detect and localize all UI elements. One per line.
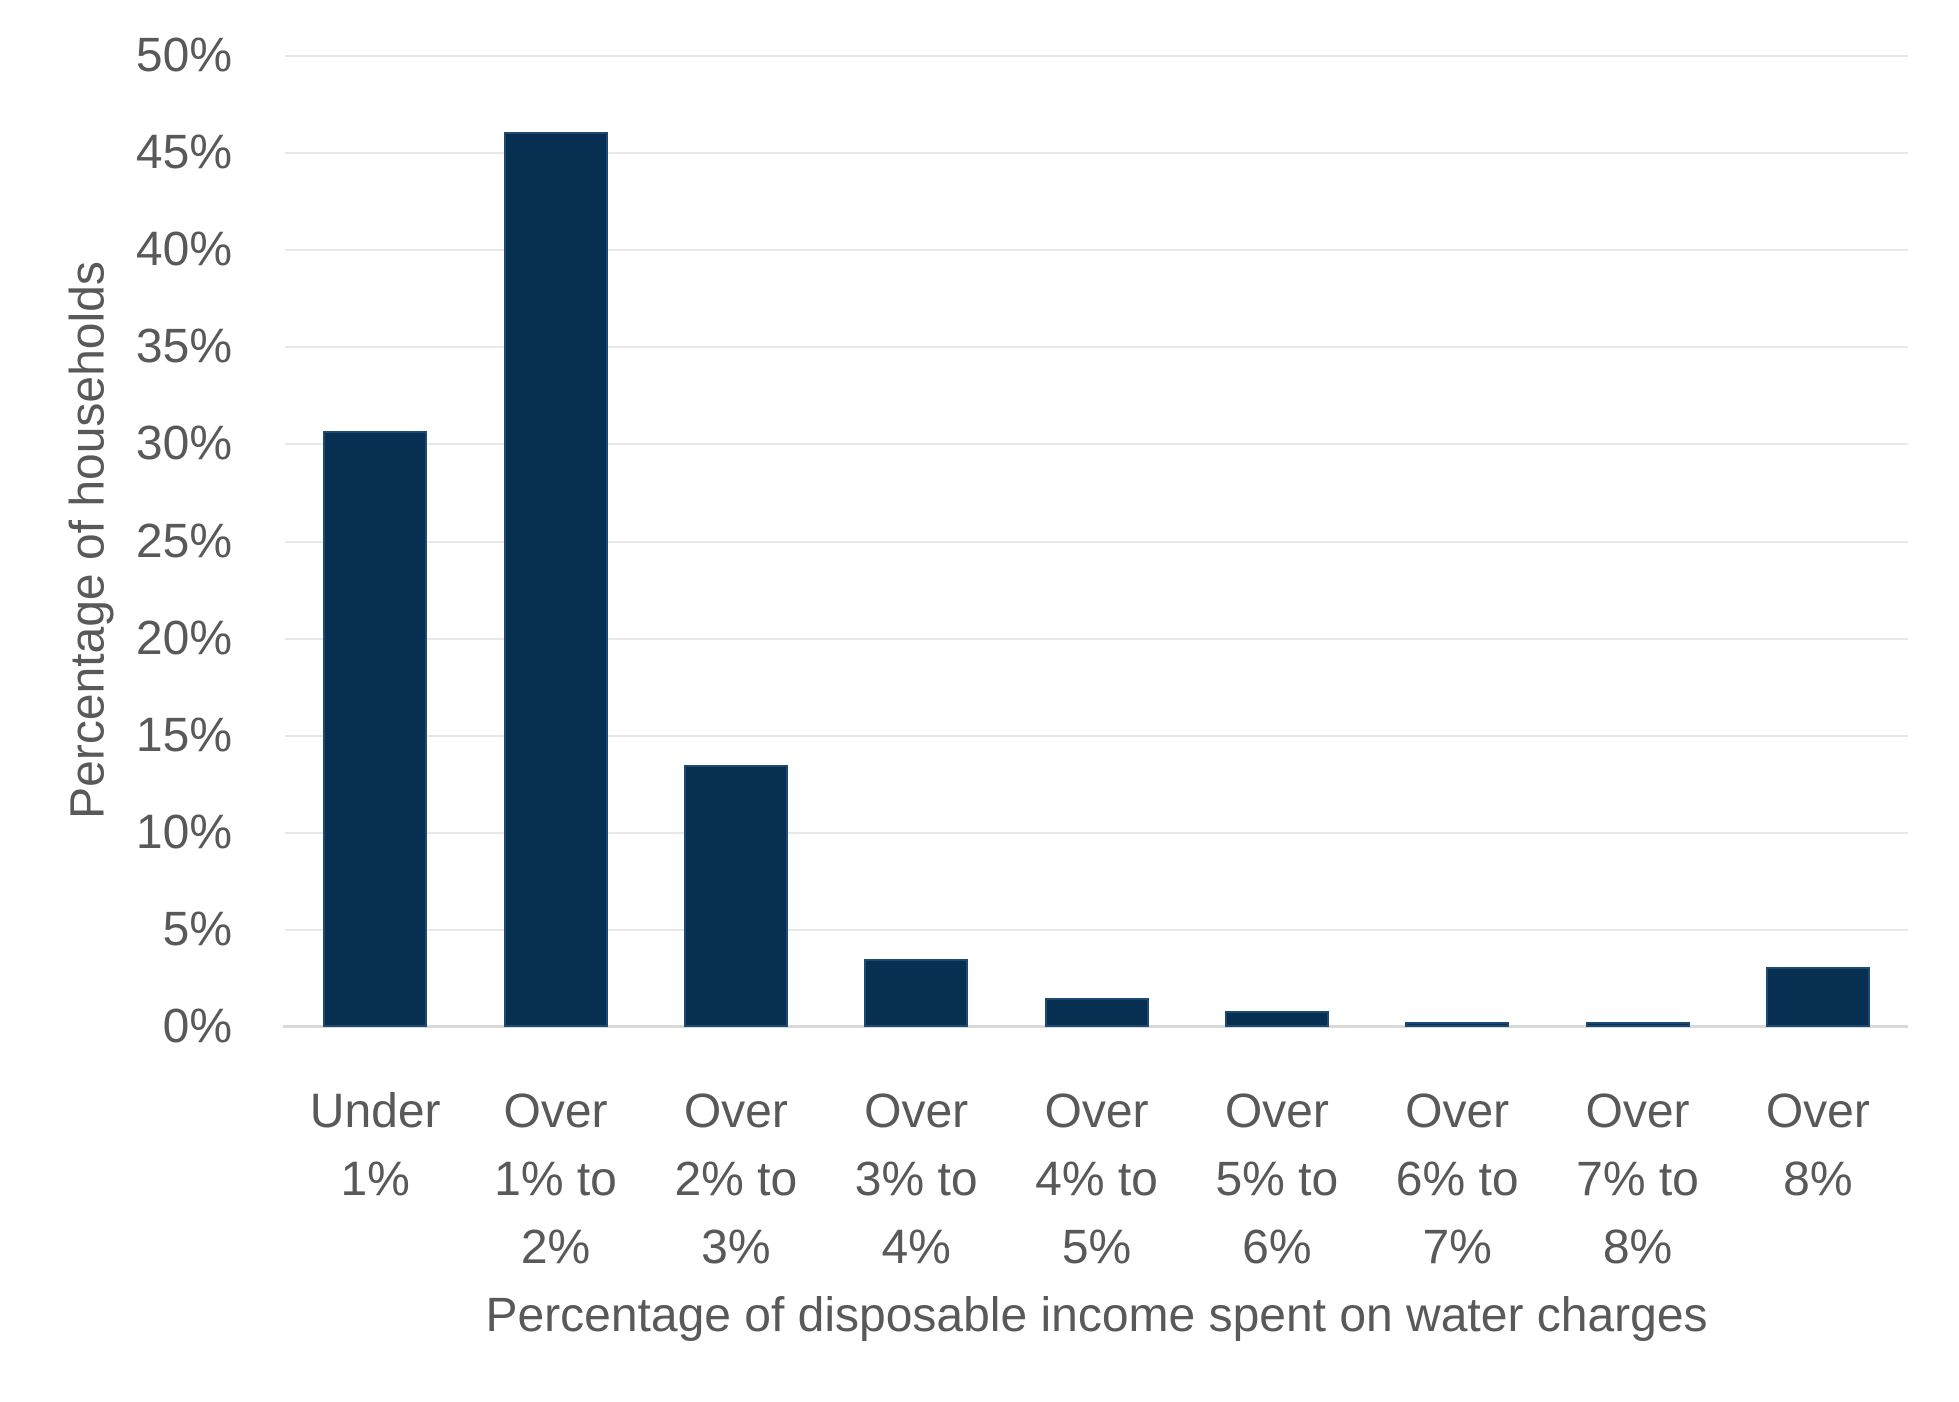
- bar-6: [1224, 1011, 1329, 1027]
- bar-3: [683, 764, 788, 1027]
- gridline-25%: [285, 540, 1908, 543]
- gridline-35%: [285, 346, 1908, 349]
- x-tick-label-9: Over 8%: [1765, 1085, 1870, 1206]
- gridline-45%: [285, 152, 1908, 155]
- y-tick-label-0%: 0%: [162, 1000, 232, 1053]
- bar-8: [1585, 1022, 1690, 1027]
- y-tick-label-25%: 25%: [135, 514, 232, 568]
- gridline-30%: [285, 443, 1908, 446]
- y-tick-label-5%: 5%: [162, 902, 232, 956]
- gridline-10%: [285, 831, 1908, 834]
- y-tick-label-30%: 30%: [135, 417, 232, 471]
- x-tick-label-5: Over 4% to 5%: [1035, 1085, 1158, 1274]
- x-tick-label-3: Over 2% to 3%: [674, 1085, 798, 1274]
- x-tick-label-1: Under 1%: [309, 1085, 441, 1206]
- y-tick-label-20%: 20%: [135, 611, 232, 665]
- y-tick-label-15%: 15%: [135, 708, 232, 762]
- x-axis-title: Percentage of disposable income spent on…: [485, 1289, 1708, 1342]
- bar-7: [1405, 1022, 1510, 1027]
- gridline-15%: [285, 734, 1908, 737]
- x-tick-label-7: Over 6% to 7%: [1395, 1085, 1519, 1274]
- y-tick-label-10%: 10%: [135, 805, 232, 859]
- y-tick-label-50%: 50%: [135, 29, 232, 82]
- bar-2: [503, 131, 608, 1027]
- gridline-40%: [285, 249, 1908, 252]
- y-tick-label-40%: 40%: [135, 223, 232, 277]
- x-tick-label-2: Over 1% to 2%: [494, 1085, 617, 1274]
- plot-area: [283, 55, 1908, 1028]
- x-tick-label-6: Over 5% to 6%: [1215, 1085, 1339, 1274]
- bar-4: [864, 959, 969, 1027]
- bar-1: [323, 430, 428, 1027]
- gridline-5%: [285, 928, 1908, 931]
- y-tick-label-35%: 35%: [135, 320, 232, 374]
- x-tick-label-8: Over 7% to 8%: [1576, 1085, 1699, 1274]
- y-tick-label-45%: 45%: [135, 126, 232, 180]
- gridline-50%: [285, 55, 1908, 57]
- x-tick-label-4: Over 3% to 4%: [854, 1085, 978, 1274]
- bar-5: [1044, 997, 1149, 1027]
- gridline-20%: [285, 637, 1908, 640]
- bar-9: [1765, 966, 1870, 1027]
